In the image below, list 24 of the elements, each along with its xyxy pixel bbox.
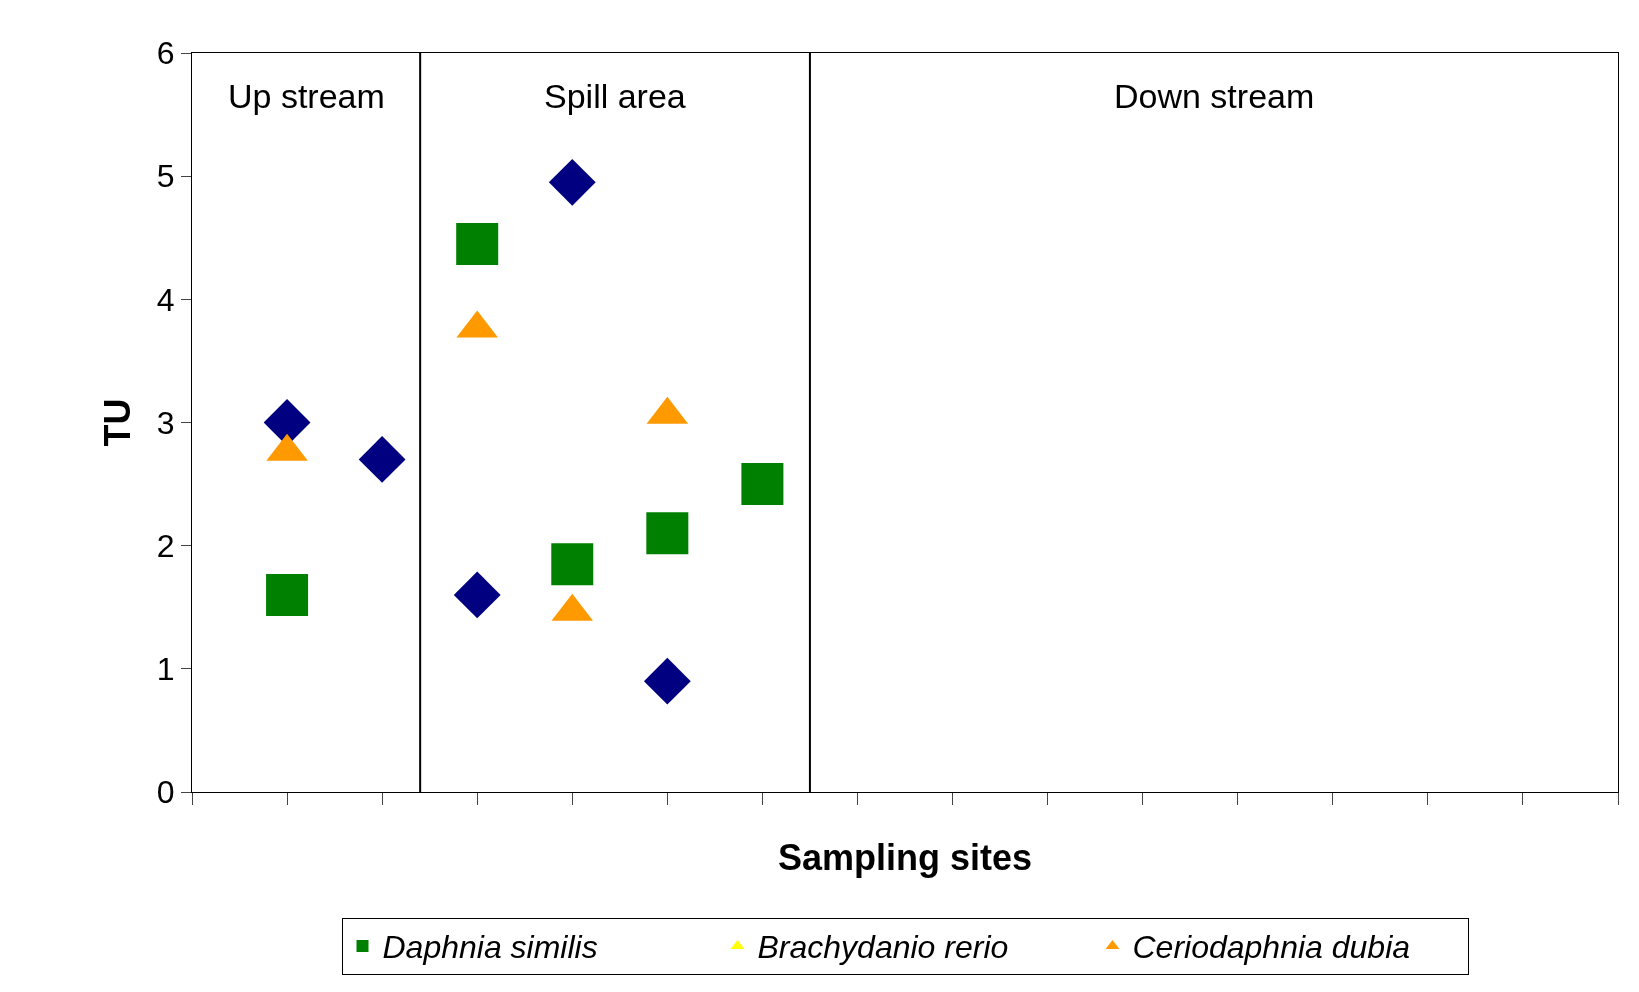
point: [643, 657, 691, 705]
annotation: Down stream: [1114, 77, 1315, 115]
point: [358, 436, 406, 483]
x-axis-title: Sampling sites: [777, 836, 1033, 878]
y-tick-label: 3: [156, 404, 175, 441]
annotation: Up stream: [228, 77, 385, 115]
y-tick-label: 6: [156, 35, 175, 72]
point: [551, 543, 594, 586]
point: [456, 222, 499, 265]
legend-label: Brachydanio rerio: [757, 929, 1009, 966]
legend-label: Daphnia similis: [382, 929, 598, 966]
point: [646, 512, 689, 555]
annotation: Spill area: [544, 77, 686, 115]
y-tick-label: 1: [156, 651, 175, 688]
y-tick-label: 4: [156, 281, 175, 318]
y-tick-label: 0: [156, 774, 175, 811]
y-tick-label: 2: [156, 527, 175, 564]
y-axis-title: TU: [96, 398, 138, 447]
point: [548, 158, 596, 206]
point: [453, 571, 501, 619]
point: [741, 463, 784, 506]
y-tick-label: 5: [156, 158, 175, 195]
legend-label: Ceriodaphnia dubia: [1132, 929, 1411, 966]
point: [266, 573, 309, 616]
